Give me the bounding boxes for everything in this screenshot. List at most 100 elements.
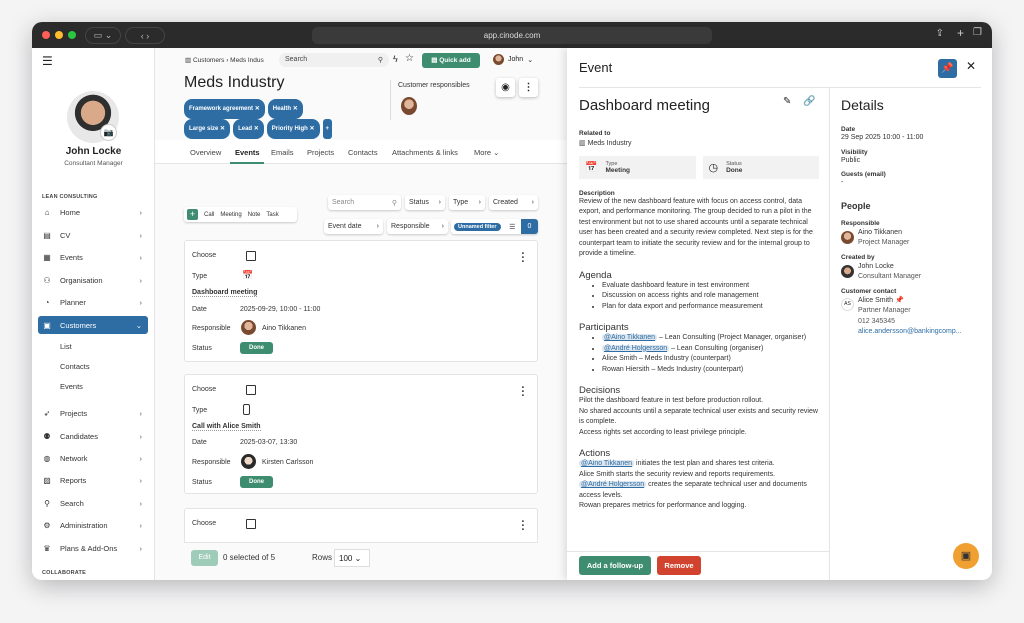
hamburger-menu-icon[interactable]: ☰	[42, 54, 53, 68]
sidebar-item-candidates[interactable]: ⚉ Candidates ›	[43, 431, 142, 441]
contact-email-link[interactable]: alice.andersson@bankingcomp...	[858, 328, 962, 335]
search-icon: ⚲	[391, 199, 397, 207]
breadcrumb-customers[interactable]: Customers	[192, 57, 225, 64]
tag[interactable]: Large size ✕	[184, 119, 231, 139]
share-icon[interactable]: ⇪	[935, 28, 944, 39]
close-icon[interactable]: ✕	[966, 59, 977, 73]
add-meeting-button[interactable]: Meeting	[220, 211, 242, 218]
more-options-icon[interactable]: ⋮	[519, 78, 538, 97]
tab-contacts[interactable]: Contacts	[348, 148, 378, 157]
saved-filter-chip[interactable]: Unnamed filter	[454, 222, 501, 231]
event-card[interactable]: Choose · · · Type Call with Alice Smith Dat…	[184, 374, 538, 494]
choose-checkbox[interactable]	[246, 385, 256, 395]
mention-link[interactable]: @Aino Tikkanen	[602, 334, 658, 341]
tag[interactable]: Framework agreement ✕	[184, 99, 265, 119]
responsible-avatar[interactable]	[401, 97, 417, 115]
minimize-window-button[interactable]	[55, 31, 63, 39]
event-card[interactable]: Choose · · · Type 📅 Dashboard meeting Date 20…	[184, 240, 538, 362]
sidebar: ☰ 📷 John Locke Consultant Manager LEAN C…	[32, 48, 155, 580]
filter-event-date[interactable]: Event date ›	[324, 219, 383, 234]
divider	[390, 80, 391, 120]
chat-icon[interactable]: ▣	[953, 543, 979, 569]
add-follow-up-button[interactable]: Add a follow-up	[579, 556, 651, 575]
tab-more[interactable]: More ⌄	[474, 148, 500, 157]
sidebar-item-planner[interactable]: ◔ Planner ›	[38, 293, 148, 311]
lightning-icon[interactable]: ϟ	[393, 54, 398, 64]
user-name: John Locke	[65, 146, 122, 157]
rows-select[interactable]: 100 ⌄	[334, 549, 370, 567]
sidebar-item-administration[interactable]: ⚙ Administration ›	[43, 520, 142, 530]
sidebar-item-events[interactable]: ▦ Events ›	[43, 252, 142, 262]
address-bar[interactable]: app.cinode.com	[312, 27, 712, 44]
edit-button[interactable]: Edit	[191, 550, 218, 566]
filter-created[interactable]: Created ›	[489, 195, 538, 210]
tab-overview[interactable]: Overview	[190, 148, 222, 157]
sidebar-subitem-events[interactable]: Events	[60, 382, 83, 391]
edit-icon[interactable]: ✎	[783, 96, 792, 107]
tab-projects[interactable]: Projects	[307, 148, 335, 157]
filter-type[interactable]: Type ›	[449, 195, 485, 210]
event-search-input[interactable]: Search ⚲	[328, 195, 401, 210]
sidebar-item-organisation[interactable]: ⚇ Organisation ›	[43, 275, 142, 285]
sidebar-item-cv[interactable]: ▤ CV ›	[43, 230, 142, 240]
add-task-button[interactable]: Task	[266, 211, 279, 218]
sidebar-item-plans-add-ons[interactable]: ♛ Plans & Add-Ons ›	[43, 543, 142, 553]
sidebar-item-search[interactable]: ⚲ Search ›	[38, 494, 148, 512]
event-name-link[interactable]: Call with Alice Smith	[192, 423, 261, 431]
related-link[interactable]: Meds Industry	[587, 140, 632, 147]
saved-filter[interactable]: Unnamed filter ☰ 0	[451, 219, 538, 234]
sidebar-subitem-list[interactable]: List	[60, 342, 72, 351]
calendar-icon: 📅	[242, 270, 254, 280]
sidebar-item-customers[interactable]: ▣ Customers ⌄	[38, 316, 148, 334]
camera-icon[interactable]: 📷	[100, 124, 117, 141]
event-body: Related to ▥ Meds Industry 📅 Type Meeting …	[579, 130, 819, 550]
sidebar-item-home[interactable]: ⌂ Home ›	[38, 203, 148, 221]
choose-checkbox[interactable]	[246, 519, 256, 529]
tab-bar	[155, 140, 567, 164]
filter-status[interactable]: Status ›	[405, 195, 445, 210]
tag[interactable]: Health ✕	[267, 99, 303, 119]
chevron-icon: ›	[139, 408, 143, 418]
tag[interactable]: Priority High ✕	[266, 119, 320, 139]
add-event-button[interactable]: +	[187, 209, 198, 220]
more-options-icon[interactable]: · · ·	[521, 382, 525, 402]
new-tab-icon[interactable]: +	[956, 26, 964, 40]
tab-events[interactable]: Events	[235, 148, 260, 157]
divider	[567, 551, 829, 552]
user-menu[interactable]: John ⌄	[493, 54, 533, 65]
back-forward-buttons[interactable]: ‹ ›	[125, 27, 165, 44]
more-options-icon[interactable]: · · ·	[521, 516, 525, 536]
mention-link[interactable]: @André Holgersson	[602, 344, 670, 352]
mention-link[interactable]: @Aino Tikkanen	[579, 460, 635, 467]
mention-link[interactable]: @André Holgersson	[579, 481, 647, 488]
close-window-button[interactable]	[42, 31, 50, 39]
sidebar-toggle-icon[interactable]: ▭ ⌄	[85, 27, 121, 44]
tab-attachments[interactable]: Attachments & links	[392, 148, 458, 157]
sidebar-item-network[interactable]: ◍ Network ›	[43, 453, 143, 463]
sidebar-subitem-contacts[interactable]: Contacts	[60, 362, 90, 371]
tabs-overview-icon[interactable]: ❐	[973, 27, 982, 38]
link-icon[interactable]: 🔗	[803, 96, 816, 107]
event-name-link[interactable]: Dashboard meeting	[192, 289, 258, 297]
pin-icon[interactable]: 📌	[938, 59, 957, 78]
star-icon[interactable]: ☆	[405, 53, 414, 64]
sidebar-item-reports[interactable]: ▨ Reports ›	[43, 475, 142, 485]
tag[interactable]: Lead ✕	[233, 119, 264, 139]
type-box: 📅 Type Meeting	[579, 155, 696, 179]
eye-icon[interactable]: ◉	[496, 78, 515, 97]
zoom-window-button[interactable]	[68, 31, 76, 39]
building-icon: ▥	[579, 140, 588, 147]
quick-add-button[interactable]: ▤ Quick add	[422, 53, 480, 68]
tab-emails[interactable]: Emails	[271, 148, 294, 157]
filter-responsible[interactable]: Responsible ›	[387, 219, 448, 234]
add-tag-button[interactable]: +	[322, 119, 333, 139]
more-options-icon[interactable]: · · ·	[521, 248, 525, 268]
add-note-button[interactable]: Note	[247, 211, 261, 218]
add-call-button[interactable]: Call	[204, 211, 215, 218]
sidebar-item-projects[interactable]: ➶ Projects ›	[43, 408, 143, 418]
global-search-input[interactable]: Search ⚲	[279, 53, 389, 67]
user-role: Consultant Manager	[64, 160, 123, 167]
selection-count: 0 selected of 5	[223, 553, 276, 562]
remove-button[interactable]: Remove	[657, 556, 701, 575]
choose-checkbox[interactable]	[246, 251, 256, 261]
